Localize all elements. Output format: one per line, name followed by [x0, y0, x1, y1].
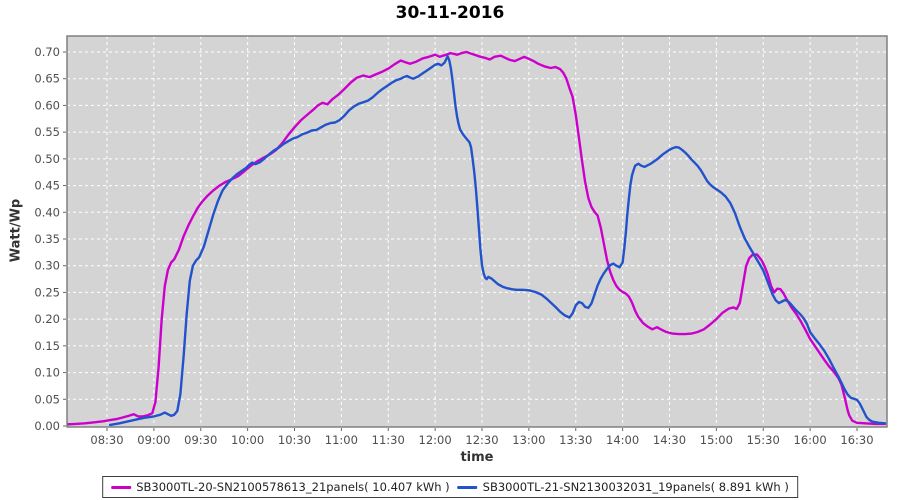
x-tick-label: 15:00 [700, 433, 733, 447]
y-tick-label: 0.30 [34, 259, 60, 273]
chart-title: 30-11-2016 [395, 3, 505, 23]
y-tick-label: 0.65 [34, 72, 60, 86]
y-tick-label: 0.20 [34, 312, 60, 326]
y-tick-label: 0.50 [34, 152, 60, 166]
x-tick-label: 12:30 [465, 433, 498, 447]
y-tick-label: 0.35 [34, 232, 60, 246]
x-tick-label: 10:00 [231, 433, 264, 447]
x-tick-label: 13:30 [559, 433, 592, 447]
y-tick-label: 0.45 [34, 179, 60, 193]
x-tick-label: 14:30 [653, 433, 686, 447]
legend-item-series-2: SB3000TL-21-SN2130032031_19panels( 8.891… [457, 480, 789, 494]
x-tick-label: 11:00 [325, 433, 358, 447]
x-tick-label: 09:30 [184, 433, 217, 447]
x-tick-label: 13:00 [512, 433, 545, 447]
y-axis-title: Watt/Wp [8, 198, 24, 263]
y-tick-label: 0.10 [34, 366, 60, 380]
y-tick-label: 0.15 [34, 339, 60, 353]
x-tick-label: 10:30 [278, 433, 311, 447]
y-tick-label: 0.05 [34, 392, 60, 406]
y-tick-label: 0.25 [34, 285, 60, 299]
y-tick-label: 0.00 [34, 419, 60, 433]
x-tick-label: 09:00 [137, 433, 170, 447]
plot-background [67, 36, 887, 427]
plot-border [66, 35, 888, 428]
series-line-sb3000tl-21 [108, 55, 887, 427]
x-tick-label: 16:00 [794, 433, 827, 447]
x-tick-label: 11:30 [372, 433, 405, 447]
x-axis-title: time [460, 450, 494, 465]
legend-swatch-blue [457, 485, 478, 489]
x-tick-label: 12:00 [419, 433, 452, 447]
y-tick-label: 0.55 [34, 125, 60, 139]
x-tick-label: 15:30 [747, 433, 780, 447]
legend: SB3000TL-20-SN2100578613_21panels( 10.40… [102, 476, 798, 498]
x-tick-label: 08:30 [90, 433, 123, 447]
y-tick-label: 0.70 [34, 45, 60, 59]
y-tick-label: 0.40 [34, 205, 60, 219]
legend-label-series-1: SB3000TL-20-SN2100578613_21panels( 10.40… [136, 480, 450, 494]
x-tick-label: 14:00 [606, 433, 639, 447]
series-line-sb3000tl-20 [67, 50, 887, 426]
y-tick-label: 0.60 [34, 98, 60, 112]
legend-label-series-2: SB3000TL-21-SN2130032031_19panels( 8.891… [482, 480, 789, 494]
legend-item-series-1: SB3000TL-20-SN2100578613_21panels( 10.40… [111, 480, 450, 494]
x-tick-label: 16:30 [840, 433, 873, 447]
legend-swatch-magenta [111, 485, 132, 489]
